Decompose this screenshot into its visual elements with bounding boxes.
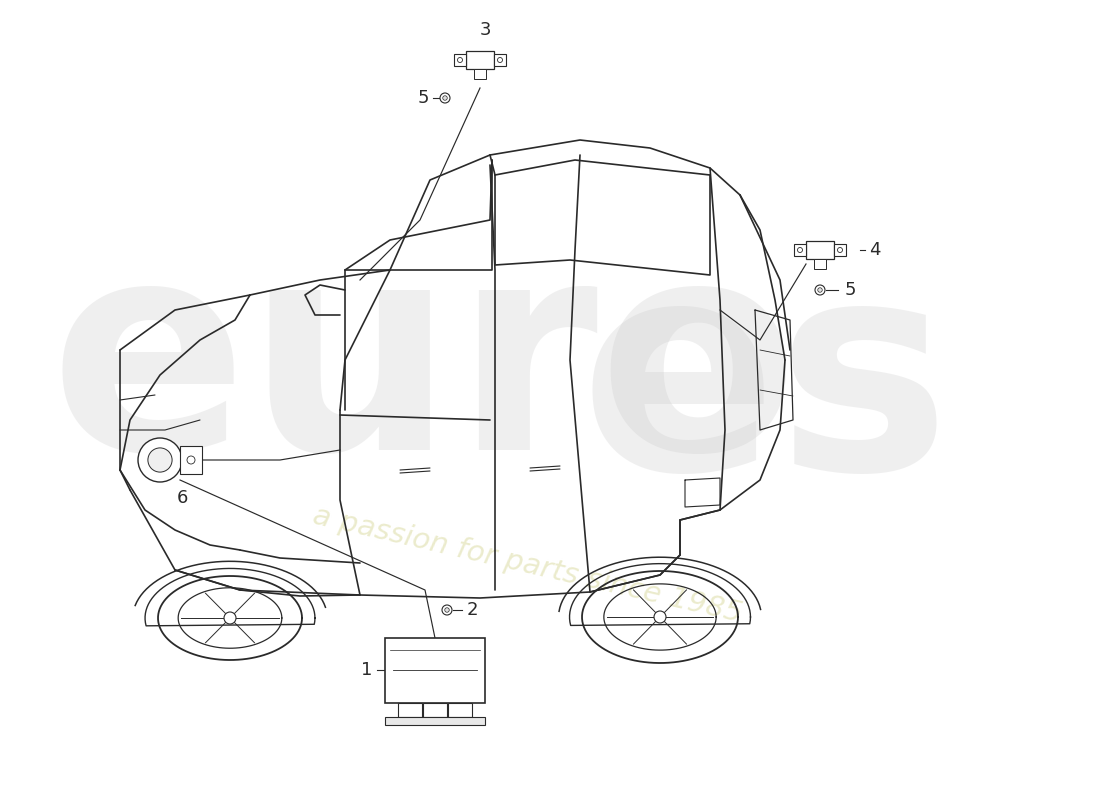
Bar bbox=[385, 717, 485, 725]
Bar bbox=[474, 69, 486, 79]
Bar bbox=[834, 244, 846, 256]
Circle shape bbox=[442, 605, 452, 615]
Bar bbox=[424, 702, 447, 717]
Bar bbox=[180, 446, 202, 474]
Circle shape bbox=[837, 247, 843, 253]
Text: 2: 2 bbox=[466, 601, 477, 619]
Circle shape bbox=[440, 93, 450, 103]
Circle shape bbox=[458, 58, 462, 62]
Circle shape bbox=[817, 288, 823, 292]
Text: 6: 6 bbox=[176, 489, 188, 507]
Bar bbox=[494, 54, 506, 66]
Bar bbox=[448, 702, 472, 717]
Text: a passion for parts since 1985: a passion for parts since 1985 bbox=[310, 502, 745, 628]
Text: 4: 4 bbox=[869, 241, 881, 259]
Circle shape bbox=[815, 285, 825, 295]
Circle shape bbox=[654, 611, 666, 623]
Bar bbox=[398, 702, 422, 717]
Bar bbox=[454, 54, 466, 66]
Circle shape bbox=[187, 456, 195, 464]
Circle shape bbox=[497, 58, 503, 62]
Bar bbox=[466, 51, 494, 69]
Text: 1: 1 bbox=[361, 661, 373, 679]
Bar bbox=[806, 241, 834, 259]
Circle shape bbox=[444, 608, 449, 612]
Text: euro: euro bbox=[50, 229, 800, 511]
Circle shape bbox=[798, 247, 803, 253]
Circle shape bbox=[147, 448, 172, 472]
Text: 5: 5 bbox=[845, 281, 856, 299]
Circle shape bbox=[224, 612, 236, 624]
Bar bbox=[385, 638, 485, 702]
Circle shape bbox=[442, 96, 448, 100]
Bar bbox=[794, 244, 806, 256]
Text: 5: 5 bbox=[417, 89, 429, 107]
Text: es: es bbox=[580, 249, 952, 531]
Text: 3: 3 bbox=[480, 21, 491, 39]
Bar bbox=[814, 259, 826, 269]
Circle shape bbox=[138, 438, 182, 482]
